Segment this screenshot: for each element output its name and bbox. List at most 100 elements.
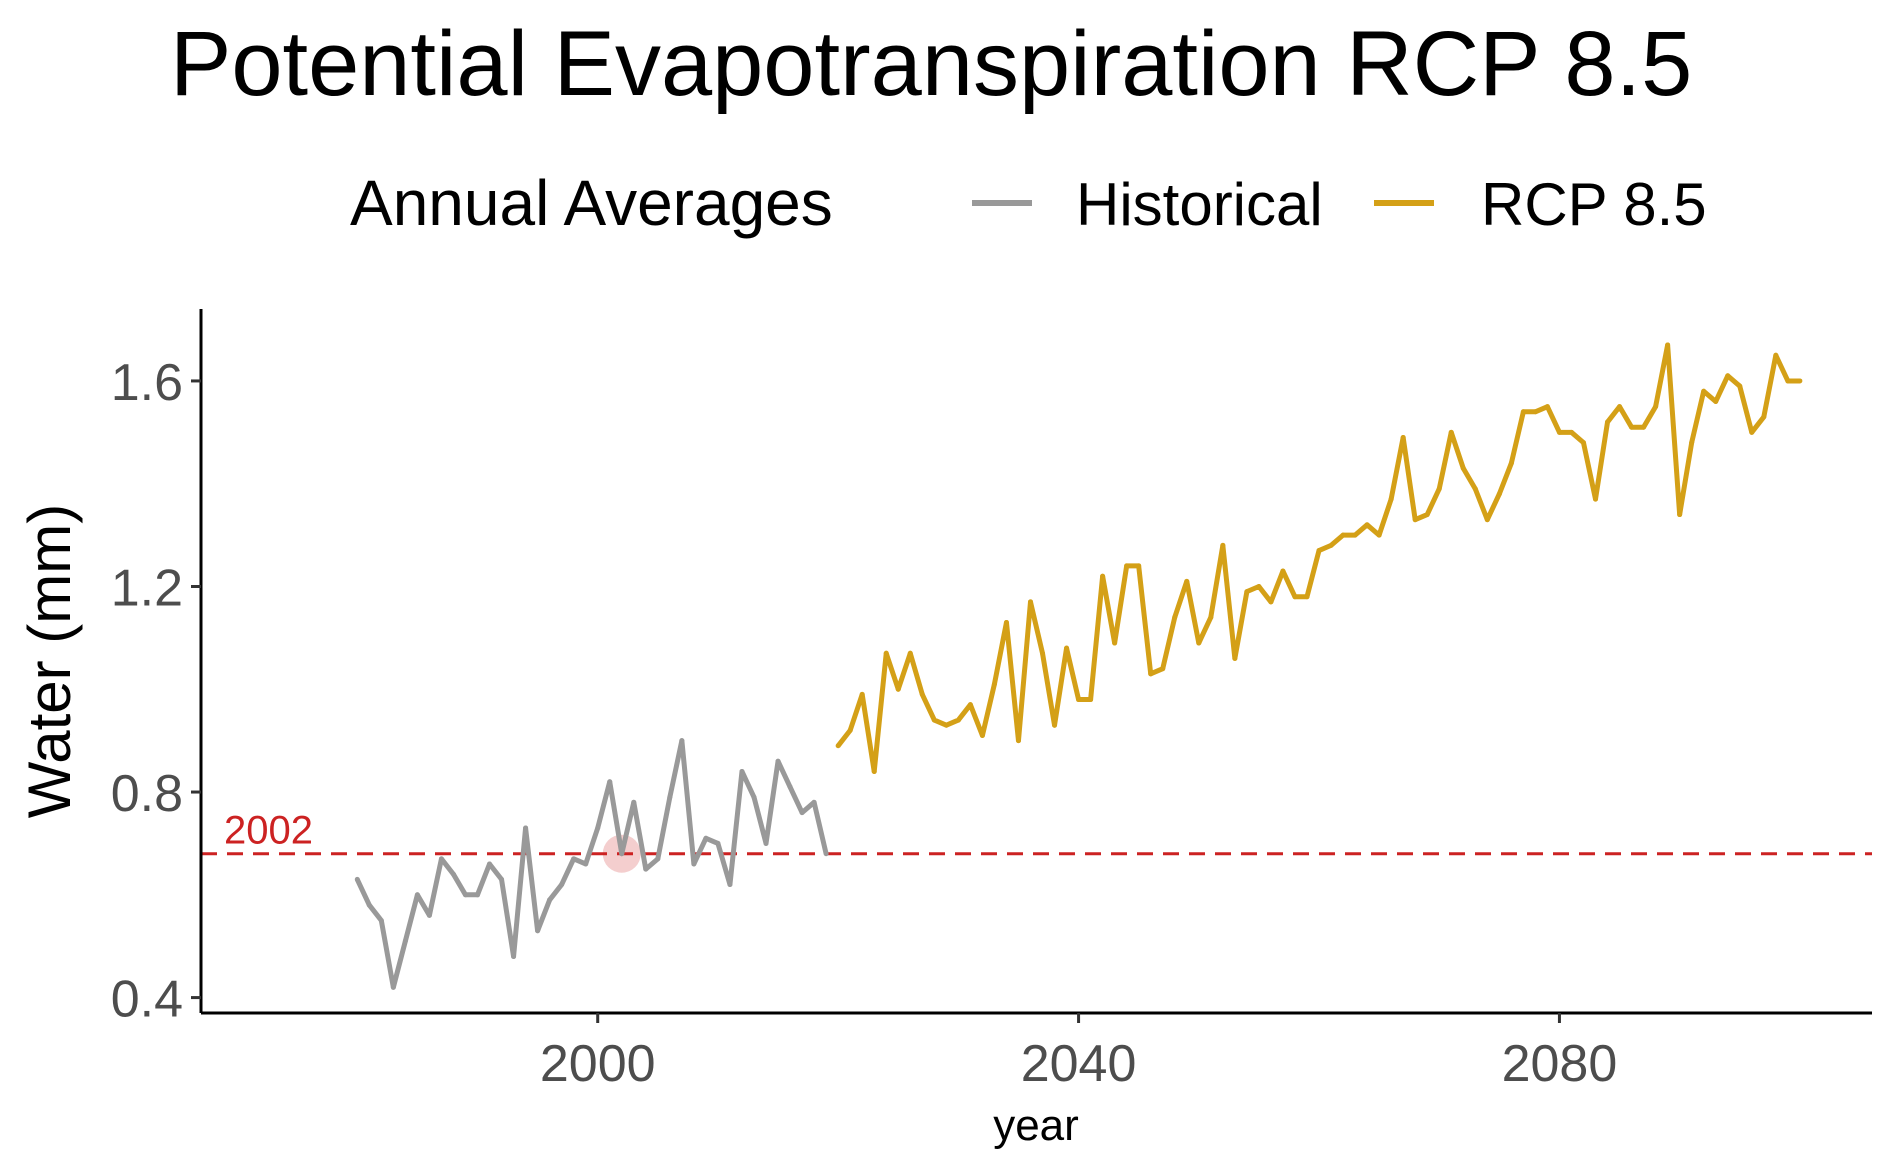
y-tick-label: 0.4 xyxy=(111,971,183,1029)
data-point xyxy=(378,918,384,924)
data-point xyxy=(1124,563,1130,569)
series-points-rcp85 xyxy=(835,342,1803,774)
data-point xyxy=(1508,460,1514,466)
data-point xyxy=(991,681,997,687)
data-point xyxy=(450,871,456,877)
data-point xyxy=(895,686,901,692)
data-point xyxy=(1244,589,1250,595)
data-point xyxy=(715,840,721,846)
data-point xyxy=(1749,429,1755,435)
data-point xyxy=(462,892,468,898)
data-point xyxy=(474,892,480,898)
data-point xyxy=(1532,409,1538,415)
data-point xyxy=(1220,542,1226,548)
data-point xyxy=(547,897,553,903)
data-point xyxy=(1629,424,1635,430)
data-point xyxy=(1352,532,1358,538)
data-point xyxy=(1460,465,1466,471)
data-point xyxy=(835,743,841,749)
y-axis-title: Water (mm) xyxy=(16,504,83,818)
data-point xyxy=(955,717,961,723)
chart-title: Potential Evapotranspiration RCP 8.5 xyxy=(170,13,1692,115)
data-point xyxy=(931,717,937,723)
data-point xyxy=(1136,563,1142,569)
data-point xyxy=(751,794,757,800)
data-point xyxy=(787,784,793,790)
data-point xyxy=(1568,429,1574,435)
data-point xyxy=(907,650,913,656)
data-point xyxy=(559,882,565,888)
data-point xyxy=(1617,404,1623,410)
data-point xyxy=(1340,532,1346,538)
data-point xyxy=(1328,542,1334,548)
data-point xyxy=(1027,599,1033,605)
data-point xyxy=(943,722,949,728)
data-point xyxy=(655,856,661,862)
data-point xyxy=(1196,640,1202,646)
data-point xyxy=(1015,738,1021,744)
data-point xyxy=(1665,342,1671,348)
data-point xyxy=(1496,491,1502,497)
data-point xyxy=(919,691,925,697)
data-point xyxy=(727,882,733,888)
data-point xyxy=(1773,352,1779,358)
data-point xyxy=(1520,409,1526,415)
data-point xyxy=(571,856,577,862)
data-point xyxy=(414,892,420,898)
x-tick-label: 2040 xyxy=(1021,1035,1137,1093)
data-point xyxy=(619,851,625,857)
data-point xyxy=(1292,594,1298,600)
data-point xyxy=(1148,671,1154,677)
data-point xyxy=(667,794,673,800)
data-point xyxy=(1580,440,1586,446)
data-point xyxy=(1605,419,1611,425)
data-point xyxy=(1701,388,1707,394)
data-point xyxy=(883,650,889,656)
data-point xyxy=(1725,373,1731,379)
data-point xyxy=(1653,404,1659,410)
legend-label-historical: Historical xyxy=(1076,171,1323,238)
data-point xyxy=(1388,496,1394,502)
data-point xyxy=(967,702,973,708)
data-point xyxy=(1593,496,1599,502)
plot-area: 2002 xyxy=(201,342,1872,990)
data-point xyxy=(1641,424,1647,430)
data-point xyxy=(679,738,685,744)
data-point xyxy=(1232,655,1238,661)
data-point xyxy=(487,861,493,867)
data-point xyxy=(354,876,360,882)
data-point xyxy=(1556,429,1562,435)
data-point xyxy=(1076,697,1082,703)
data-point xyxy=(799,810,805,816)
data-point xyxy=(811,799,817,805)
data-point xyxy=(426,912,432,918)
data-point xyxy=(1436,486,1442,492)
data-point xyxy=(1677,512,1683,518)
data-point xyxy=(1208,614,1214,620)
legend: Annual Averages Historical RCP 8.5 xyxy=(350,167,1707,239)
data-point xyxy=(583,861,589,867)
data-point xyxy=(1112,640,1118,646)
data-point xyxy=(595,825,601,831)
data-point xyxy=(1713,398,1719,404)
data-point xyxy=(775,758,781,764)
data-point xyxy=(631,799,637,805)
data-point xyxy=(1797,378,1803,384)
data-point xyxy=(511,953,517,959)
data-point xyxy=(438,856,444,862)
reference-line-label: 2002 xyxy=(224,809,313,853)
y-tick-label: 1.6 xyxy=(111,354,183,412)
data-point xyxy=(366,902,372,908)
data-point xyxy=(499,876,505,882)
data-point xyxy=(643,866,649,872)
data-point xyxy=(1689,440,1695,446)
y-axis-ticks: 0.4 0.8 1.2 1.6 xyxy=(111,354,201,1029)
data-point xyxy=(703,835,709,841)
data-point xyxy=(859,691,865,697)
data-point xyxy=(1544,404,1550,410)
data-point xyxy=(871,768,877,774)
data-point xyxy=(1448,429,1454,435)
series-points-historical xyxy=(354,738,829,990)
data-point xyxy=(1256,583,1262,589)
